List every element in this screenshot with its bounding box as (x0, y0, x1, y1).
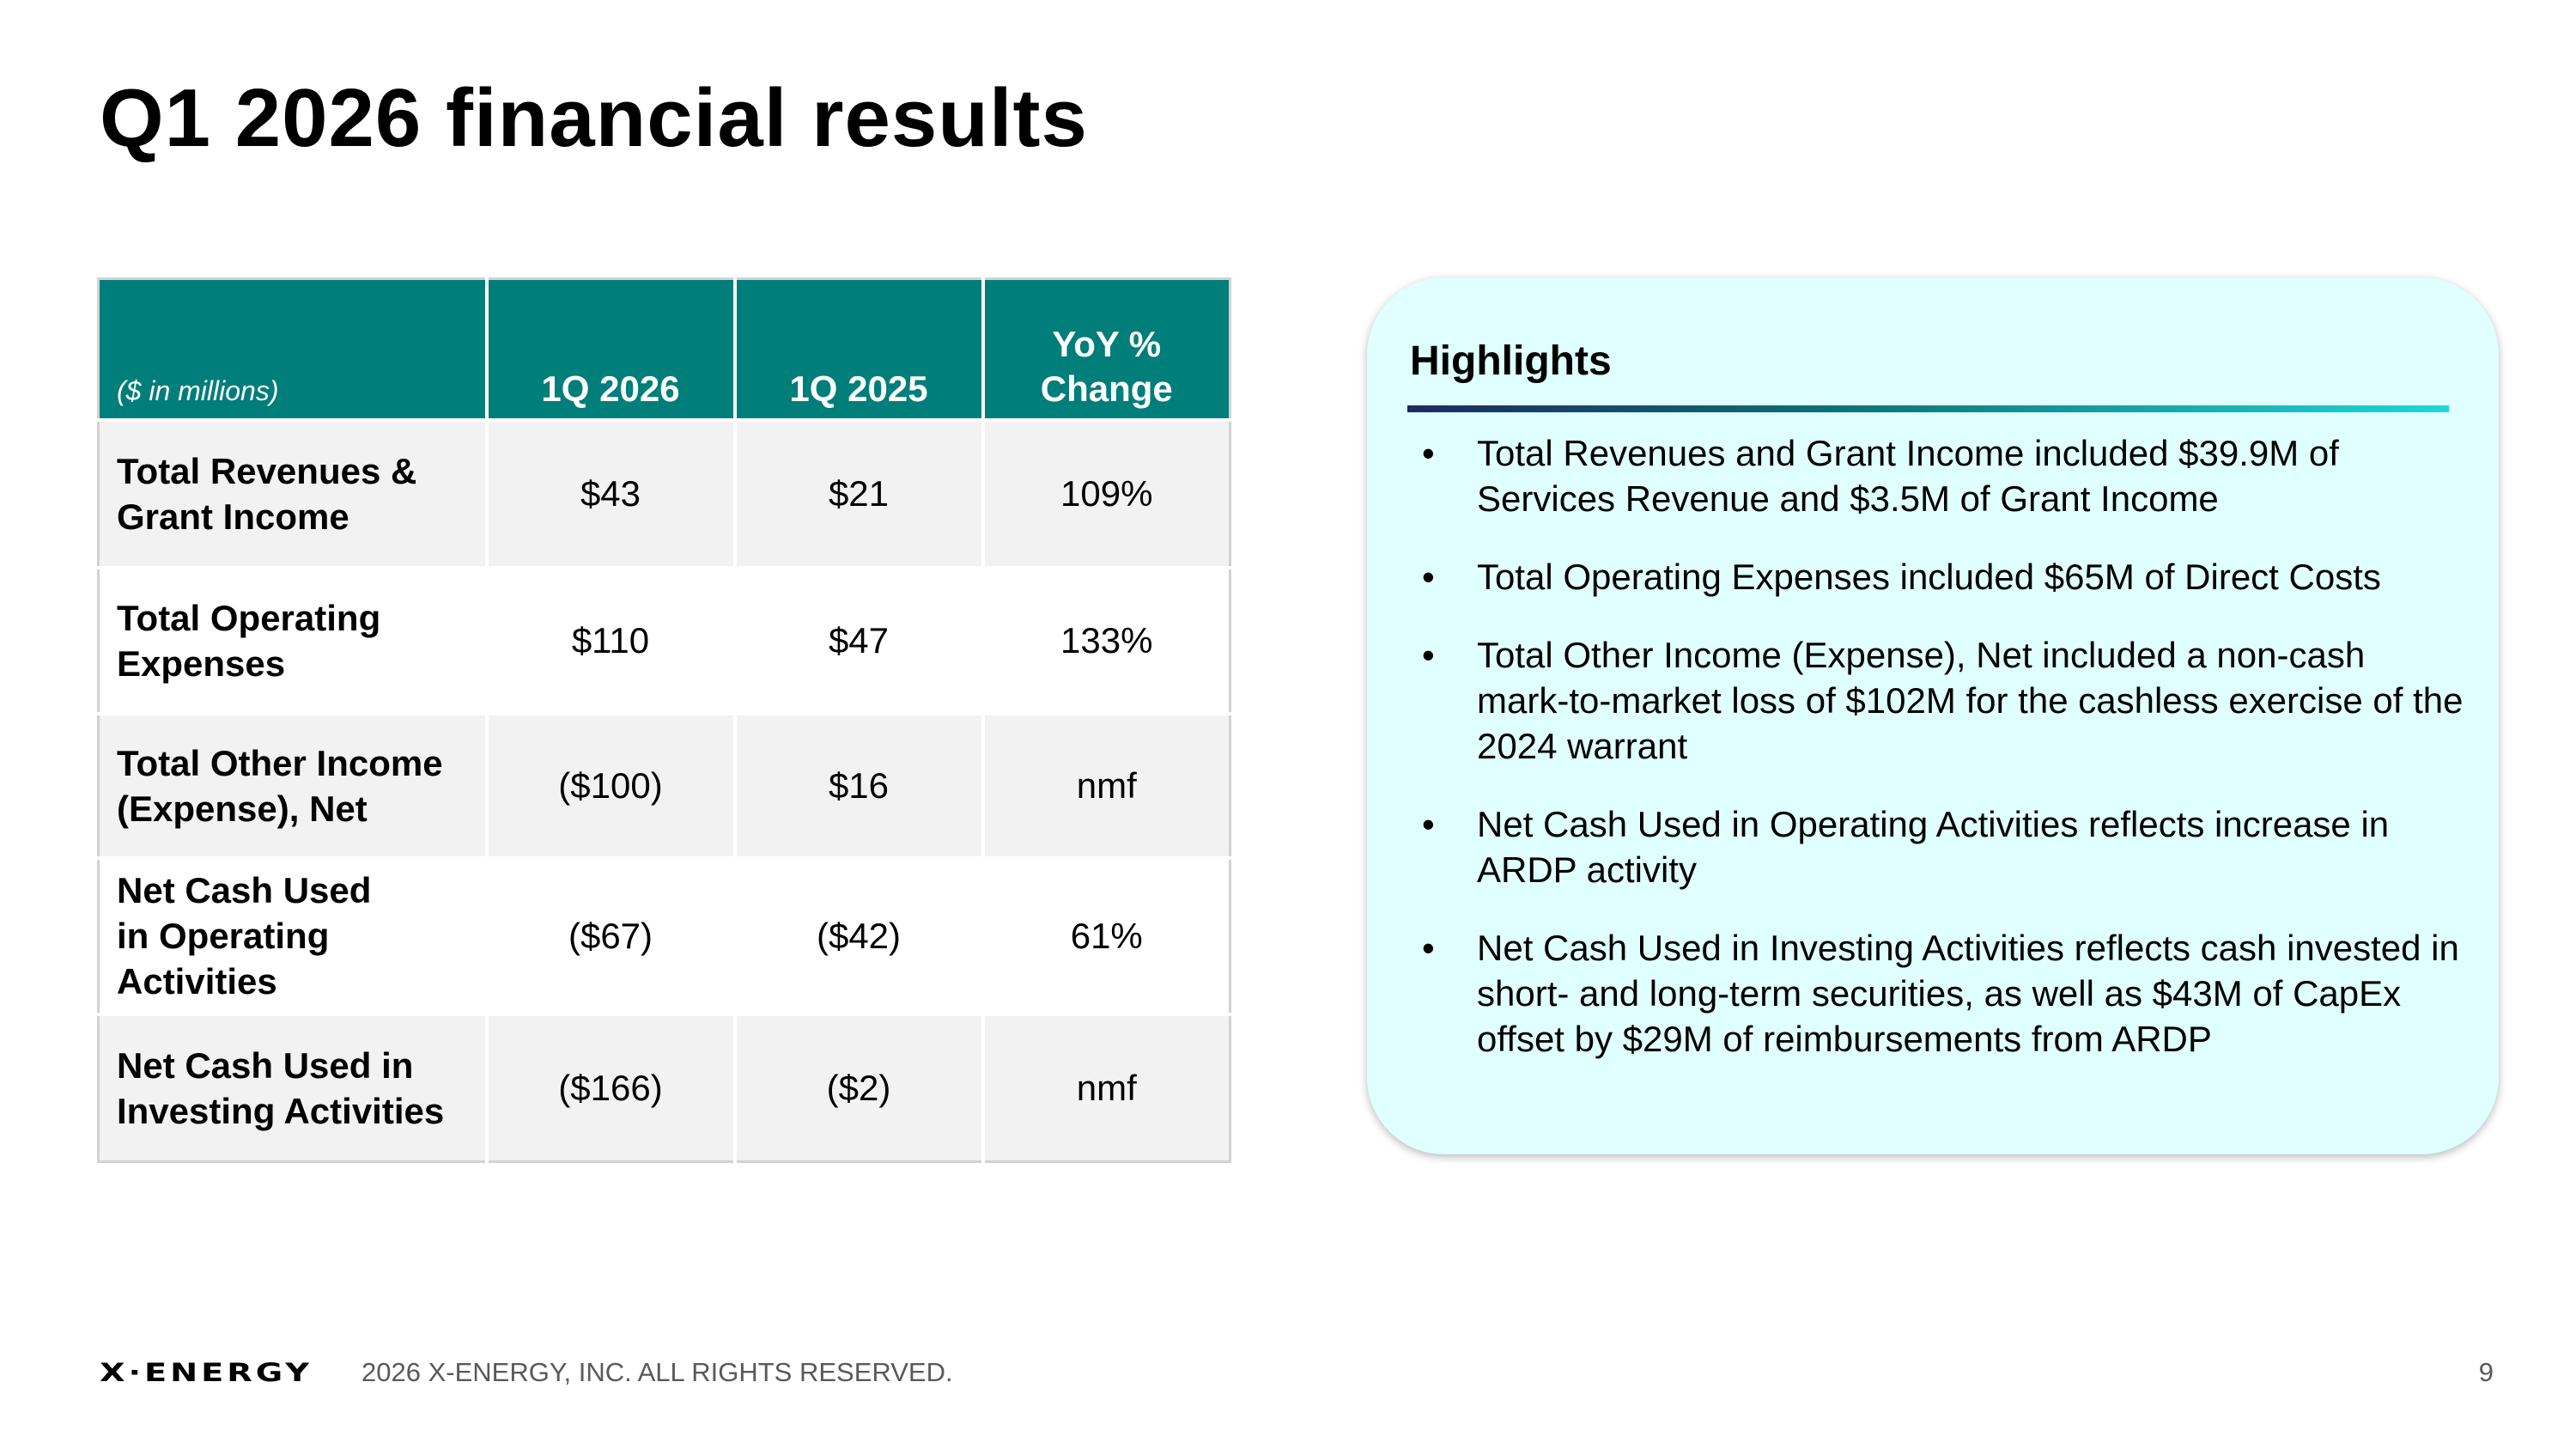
cell-1q-2026: $43 (484, 417, 735, 568)
cell-1q-2025: ($2) (732, 1012, 983, 1162)
cell-yoy-change: 133% (981, 565, 1230, 714)
highlights-list: • Total Revenues and Grant Income include… (1410, 430, 2466, 1094)
cell-yoy-change: nmf (981, 711, 1230, 858)
cell-yoy-change: 61% (981, 855, 1230, 1014)
row-label: Net Cash Used in Operating Activities (98, 855, 487, 1014)
cell-1q-2026: $110 (484, 565, 735, 714)
list-item-text: Total Revenues and Grant Income included… (1477, 433, 2339, 519)
copyright-notice: 2026 X-ENERGY, INC. ALL RIGHTS RESERVED. (361, 1357, 953, 1387)
row-label: Total Operating Expenses (98, 565, 487, 714)
row-label: Net Cash Used in Investing Activities (98, 1012, 487, 1162)
highlights-panel: Highlights • Total Revenues and Grant Inc… (1367, 277, 2499, 1154)
list-item-text: Total Operating Expenses included $65M o… (1477, 557, 2381, 597)
bullet-icon: • (1422, 804, 1435, 844)
row-label: Total Other Income (Expense), Net (98, 711, 487, 858)
x-energy-logo: X·ENERGY (100, 1360, 313, 1385)
list-item: • Net Cash Used in Investing Activities r… (1410, 925, 2466, 1062)
row-label-text: Total Operating Expenses (117, 597, 381, 684)
table-header-row: ($ in millions) 1Q 2026 1Q 2025 YoY % Ch… (98, 278, 1230, 420)
logo-text: X·ENERGY (100, 1360, 313, 1385)
cell-1q-2025: $21 (732, 417, 983, 568)
table-row: Net Cash Used in Operating Activities ($… (98, 855, 1230, 1014)
cell-1q-2026: ($166) (484, 1012, 735, 1162)
cell-1q-2025: $16 (732, 711, 983, 858)
highlights-title: Highlights (1410, 338, 1612, 384)
highlights-divider (1407, 405, 2449, 412)
bullet-icon: • (1422, 557, 1435, 597)
cell-1q-2025: $47 (732, 565, 983, 714)
table-row: Total Other Income (Expense), Net ($100)… (98, 711, 1230, 858)
row-label: Total Revenues & Grant Income (98, 417, 487, 568)
row-label-text: Net Cash Used in Operating Activities (117, 870, 372, 1002)
column-header-yoy-change-label: YoY % Change (1040, 323, 1173, 409)
cell-yoy-change: nmf (981, 1012, 1230, 1162)
cell-1q-2026: ($67) (484, 855, 735, 1014)
unit-note: ($ in millions) (98, 278, 487, 420)
financial-results-table: ($ in millions) 1Q 2026 1Q 2025 YoY % Ch… (97, 277, 1231, 1163)
list-item: • Total Operating Expenses included $65M … (1410, 554, 2466, 600)
column-header-1q-2026: 1Q 2026 (484, 278, 735, 420)
cell-yoy-change: 109% (981, 417, 1230, 568)
list-item-text: Net Cash Used in Investing Activities re… (1477, 928, 2459, 1059)
column-header-yoy-change: YoY % Change (981, 278, 1230, 420)
list-item-text: Total Other Income (Expense), Net includ… (1477, 635, 2464, 766)
list-item: • Net Cash Used in Operating Activities r… (1410, 801, 2466, 892)
bullet-icon: • (1422, 928, 1435, 968)
table-row: Total Revenues & Grant Income $43 $21 10… (98, 417, 1230, 568)
bullet-icon: • (1422, 433, 1435, 473)
cell-1q-2026: ($100) (484, 711, 735, 858)
page-title: Q1 2026 financial results (100, 72, 1088, 164)
page-number: 9 (2478, 1357, 2494, 1387)
list-item: • Total Revenues and Grant Income include… (1410, 430, 2466, 521)
list-item-text: Net Cash Used in Operating Activities re… (1477, 804, 2390, 890)
table-row: Net Cash Used in Investing Activities ($… (98, 1012, 1230, 1162)
bullet-icon: • (1422, 635, 1435, 675)
column-header-1q-2025: 1Q 2025 (732, 278, 983, 420)
table-row: Total Operating Expenses $110 $47 133% (98, 565, 1230, 714)
list-item: • Total Other Income (Expense), Net inclu… (1410, 632, 2466, 769)
cell-1q-2025: ($42) (732, 855, 983, 1014)
